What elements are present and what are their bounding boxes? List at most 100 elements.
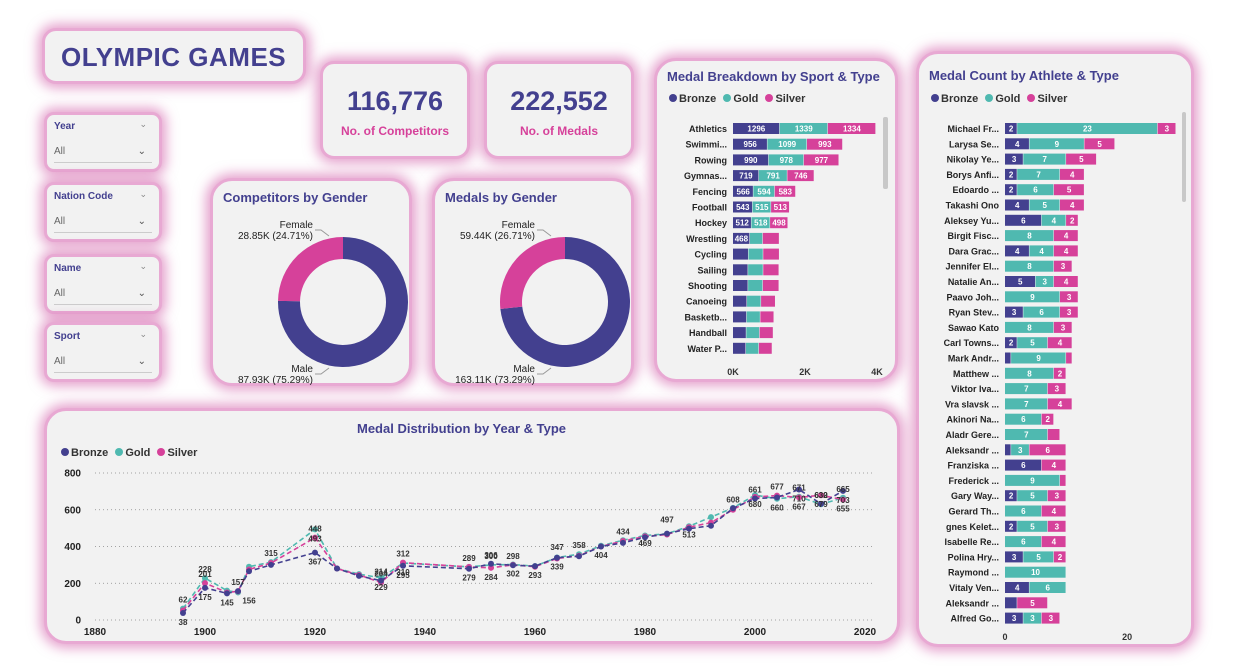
data-label: 279 [462, 574, 476, 583]
bar-segment-gold [1029, 245, 1054, 257]
legend-bronze-dot [931, 94, 939, 102]
chevron-down-icon[interactable]: ⌄ [139, 189, 147, 199]
bar-segment-gold [1023, 612, 1042, 624]
athlete-chart-legend: Bronze Gold Silver [927, 93, 1067, 105]
bar-value-label: 5 [1079, 155, 1084, 164]
bar-value-label: 5 [1097, 140, 1102, 149]
slicer-year-label: Year [54, 121, 76, 132]
slicer-name[interactable]: Name ⌄ All ⌄ [44, 254, 162, 314]
bar-value-label: 1334 [843, 125, 861, 134]
slicer-sport[interactable]: Sport ⌄ All ⌄ [44, 322, 162, 382]
bar-segment-silver [1047, 429, 1060, 440]
scrollbar-thumb[interactable] [1182, 112, 1186, 202]
data-point-bronze [686, 525, 692, 532]
x-tick-label: 1980 [634, 627, 657, 638]
data-label: 703 [836, 496, 850, 505]
slicer-year-dropdown[interactable]: All ⌄ [54, 143, 152, 163]
bar-value-label: 9 [1036, 354, 1041, 363]
category-label: Aleksandr ... [945, 445, 999, 455]
dropdown-arrow-icon[interactable]: ⌄ [137, 356, 146, 367]
bar-value-label: 977 [815, 156, 829, 165]
x-tick-label: 0K [727, 367, 739, 377]
scrollbar-thumb[interactable] [883, 117, 888, 189]
category-label: Takashi Ono [946, 201, 1000, 211]
x-tick-label: 0 [1002, 632, 1007, 642]
bar-segment-silver [1041, 505, 1066, 517]
bar-value-label: 6 [1039, 308, 1044, 317]
bar-value-label: 4 [1064, 247, 1069, 256]
bar-value-label: 5 [1067, 186, 1072, 195]
bar-value-label: 9 [1030, 293, 1035, 302]
slicer-name-dropdown[interactable]: All ⌄ [54, 285, 152, 305]
bar-segment-silver [806, 138, 843, 150]
bar-segment-silver [763, 248, 779, 260]
bar-value-label: 4 [1052, 461, 1057, 470]
bar-segment-silver [1053, 245, 1078, 257]
bar-value-label: 583 [779, 187, 793, 196]
slicer-nation-code[interactable]: Nation Code ⌄ All ⌄ [44, 182, 162, 242]
bar-value-label: 512 [736, 219, 750, 228]
bar-value-label: 5 [1042, 201, 1047, 210]
category-label: Sawao Kato [948, 323, 1000, 333]
category-label: Dara Grac... [948, 246, 999, 256]
chevron-down-icon[interactable]: ⌄ [139, 119, 147, 129]
slicer-year[interactable]: Year ⌄ All ⌄ [44, 112, 162, 172]
bar-segment-gold [1005, 536, 1042, 548]
x-tick-label: 2020 [854, 627, 877, 638]
category-label: Polina Hry... [948, 552, 999, 562]
bar-value-label: 3 [1018, 446, 1023, 455]
data-point-bronze [268, 561, 274, 568]
category-label: Birgit Fisc... [947, 231, 999, 241]
category-label: Edoardo ... [952, 185, 999, 195]
bar-segment-silver [1053, 276, 1078, 287]
bar-segment-gold [1005, 260, 1054, 272]
bar-value-label: 6 [1021, 507, 1026, 516]
bar-value-label: 956 [744, 140, 758, 149]
bar-segment-bronze [1005, 582, 1029, 593]
slicer-sport-dropdown[interactable]: All ⌄ [54, 353, 152, 373]
data-label: 710 [792, 495, 806, 504]
kpi-medals-caption: No. of Medals [519, 124, 598, 138]
bar-value-label: 515 [755, 203, 769, 212]
data-point-bronze [202, 584, 208, 591]
bar-segment-gold [1017, 123, 1158, 134]
bar-segment-silver [1029, 444, 1066, 456]
bar-value-label: 3 [1049, 614, 1054, 623]
bar-segment-silver [1053, 260, 1072, 272]
male-slice [500, 237, 630, 367]
category-label: Raymond ... [948, 568, 999, 578]
data-point-bronze [774, 494, 780, 501]
bar-segment-bronze [1005, 214, 1042, 226]
bar-value-label: 4 [1052, 538, 1057, 547]
bar-segment-bronze [733, 295, 747, 307]
dropdown-arrow-icon[interactable]: ⌄ [137, 146, 146, 157]
slicer-nation-code-dropdown[interactable]: All ⌄ [54, 213, 152, 233]
y-tick-label: 200 [64, 579, 81, 590]
bar-segment-bronze [1005, 123, 1017, 134]
bar-segment-gold [746, 327, 760, 339]
bar-segment-bronze [733, 138, 767, 150]
category-label: Franziska ... [947, 461, 999, 471]
dropdown-arrow-icon[interactable]: ⌄ [137, 288, 146, 299]
category-label: gnes Kelet... [946, 522, 999, 532]
bar-segment-gold [749, 232, 763, 244]
bar-value-label: 1296 [747, 125, 765, 134]
bar-segment-gold [748, 248, 763, 260]
bar-segment-silver [1017, 597, 1048, 609]
bar-segment-silver [1047, 520, 1066, 532]
dropdown-arrow-icon[interactable]: ⌄ [137, 216, 146, 227]
y-tick-label: 0 [75, 616, 81, 627]
legend-silver-label: Silver [775, 93, 806, 105]
slicer-year-value: All [54, 146, 66, 157]
bar-segment-silver [771, 201, 790, 213]
bar-value-label: 6 [1021, 538, 1026, 547]
category-label: Cycling [694, 250, 727, 260]
male-value: 87.93K (75.29%) [238, 375, 313, 385]
chevron-down-icon[interactable]: ⌄ [139, 329, 147, 339]
chevron-down-icon[interactable]: ⌄ [139, 261, 147, 271]
data-label: 298 [506, 552, 520, 561]
bar-value-label: 8 [1027, 262, 1032, 271]
bar-value-label: 4 [1064, 232, 1069, 241]
data-point-bronze [554, 554, 560, 561]
